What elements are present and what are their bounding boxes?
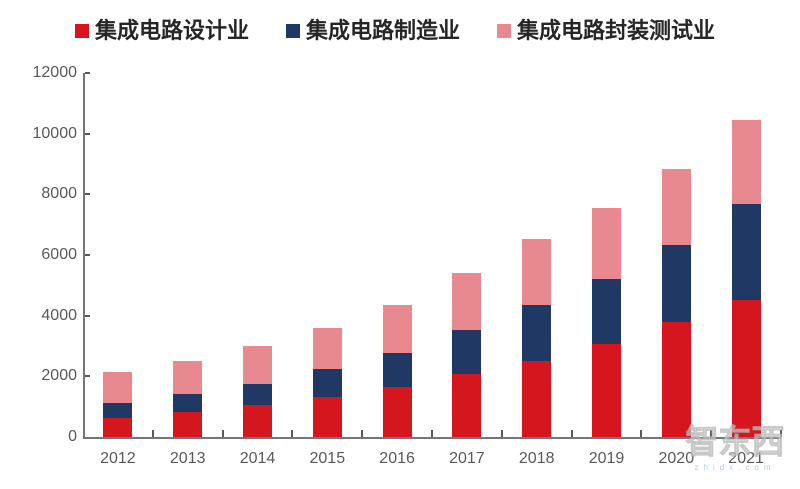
x-axis-tick-label: 2019 — [588, 450, 625, 467]
x-axis-tick — [570, 430, 573, 437]
bar-segment — [243, 405, 272, 437]
bar-segment — [243, 345, 272, 384]
legend-item: 集成电路封装测试业 — [497, 18, 715, 44]
bar-segment — [731, 203, 761, 300]
bar-segment — [452, 374, 482, 437]
bar-segment — [173, 360, 203, 395]
bar-2012 — [103, 371, 133, 437]
x-axis-tick-label: 2018 — [518, 450, 555, 467]
y-axis-tick — [85, 375, 90, 378]
x-axis-tick-label: 2017 — [449, 450, 485, 467]
bar-segment — [592, 344, 621, 437]
bar-segment — [522, 305, 552, 361]
legend-label: 集成电路制造业 — [306, 18, 461, 43]
bar-segment — [382, 305, 412, 353]
bar-2019 — [592, 207, 621, 437]
bar-segment — [382, 387, 412, 437]
bar-segment — [103, 371, 133, 403]
bar-segment — [173, 412, 203, 437]
y-axis-tick — [85, 132, 90, 135]
x-axis-tick-label: 2021 — [728, 450, 764, 467]
x-axis-tick-label: 2020 — [658, 450, 695, 467]
y-axis-tick-label: 2000 — [41, 367, 77, 385]
x-axis-tick-label: 2016 — [379, 450, 415, 467]
bar-segment — [592, 207, 621, 279]
x-axis-tick — [640, 430, 643, 437]
x-axis-tick — [291, 430, 294, 437]
legend-item: 集成电路制造业 — [286, 18, 460, 44]
x-axis-tick — [151, 430, 154, 437]
y-axis-line — [83, 73, 85, 439]
bar-segment — [312, 327, 342, 370]
bar-segment — [661, 244, 691, 323]
bar-segment — [592, 278, 621, 345]
x-axis-line — [83, 437, 781, 439]
bar-2020 — [661, 168, 691, 437]
bar-segment — [243, 383, 272, 406]
bar-segment — [661, 168, 691, 245]
bar-segment — [731, 119, 761, 204]
y-axis-tick-label: 12000 — [32, 64, 78, 81]
y-axis-tick — [85, 314, 90, 317]
x-axis-tick — [221, 430, 224, 437]
legend-swatch-icon — [75, 24, 89, 38]
y-axis-tick-label: 8000 — [41, 185, 77, 203]
bar-segment — [312, 396, 342, 437]
bar-segment — [522, 360, 552, 437]
x-axis-tick — [431, 430, 433, 437]
bar-segment — [452, 330, 482, 375]
bar-segment — [173, 394, 203, 413]
bar-2016 — [382, 305, 412, 437]
x-axis-tick — [780, 430, 782, 437]
bar-2014 — [243, 345, 272, 437]
bar-2013 — [173, 360, 203, 437]
bar-segment — [452, 272, 482, 331]
y-axis-tick — [85, 193, 90, 196]
bar-2018 — [522, 238, 552, 437]
legend-label: 集成电路封装测试业 — [517, 18, 716, 43]
bar-2017 — [452, 272, 482, 437]
bar-segment — [661, 322, 691, 437]
x-axis-tick-label: 2012 — [100, 450, 136, 467]
legend-item: 集成电路设计业 — [75, 18, 249, 44]
x-axis-tick — [710, 430, 713, 437]
x-axis-tick — [500, 430, 503, 437]
y-axis-tick-label: 4000 — [41, 306, 77, 324]
x-axis-tick-label: 2014 — [239, 450, 276, 467]
bar-segment — [522, 238, 552, 306]
legend-swatch-icon — [497, 24, 511, 38]
legend-swatch-icon — [286, 24, 300, 38]
legend-label: 集成电路设计业 — [95, 18, 250, 43]
y-axis-tick-label: 6000 — [41, 246, 77, 263]
y-axis-tick-label: 0 — [68, 428, 77, 445]
bar-segment — [382, 352, 412, 388]
bar-segment — [312, 369, 342, 397]
y-axis-tick — [85, 72, 90, 74]
bar-2021 — [731, 119, 761, 437]
y-axis-tick — [85, 254, 90, 256]
x-axis-tick — [361, 430, 364, 437]
bar-2015 — [312, 327, 342, 437]
y-axis-tick-label: 10000 — [32, 124, 78, 142]
bar-segment — [103, 418, 133, 437]
bar-segment — [731, 299, 761, 437]
bar-segment — [103, 402, 133, 419]
x-axis-tick-label: 2013 — [169, 450, 206, 467]
x-axis-tick-label: 2015 — [309, 450, 346, 467]
